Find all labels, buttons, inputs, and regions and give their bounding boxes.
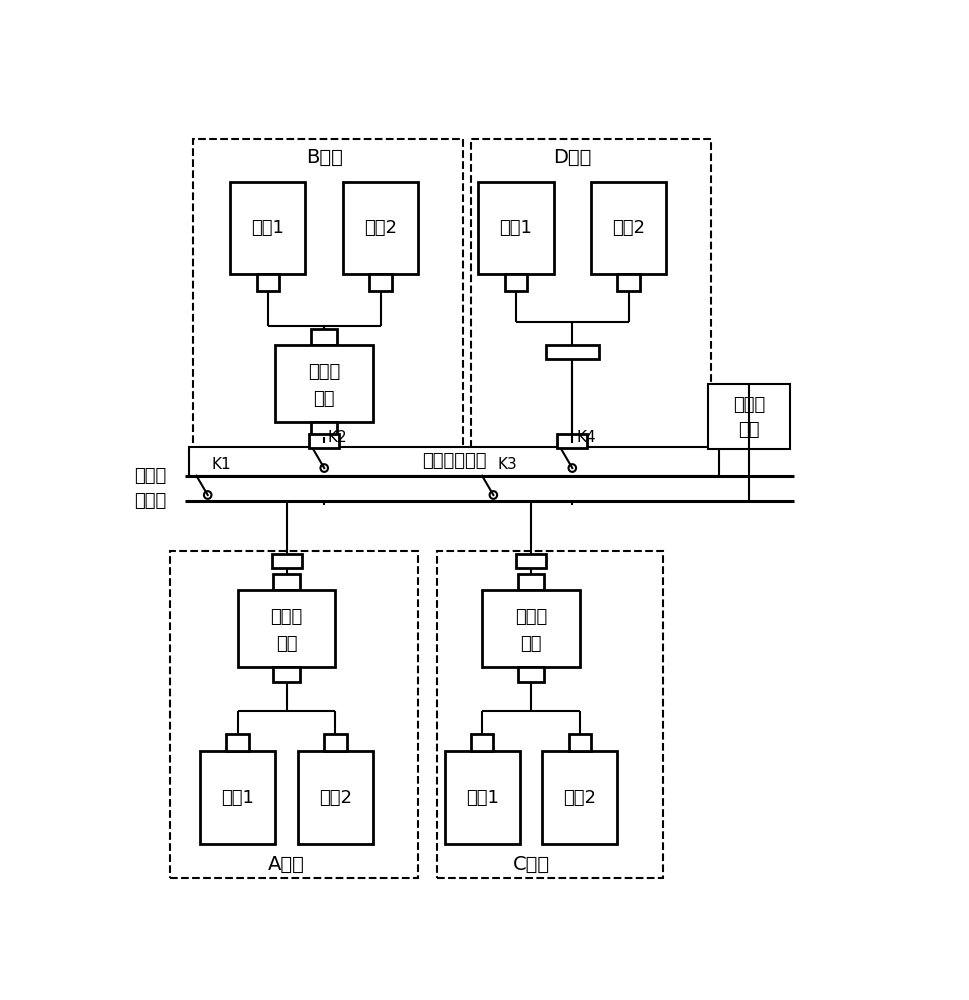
Bar (273, 667, 299, 682)
Text: 电池2: 电池2 (611, 219, 644, 237)
Text: 设备: 设备 (519, 635, 541, 653)
Bar (504, 274, 527, 291)
Bar (478, 182, 553, 274)
Text: 充放电: 充放电 (270, 608, 302, 626)
Bar (256, 274, 279, 291)
Bar (556, 434, 586, 448)
Bar (297, 751, 373, 844)
Bar (482, 590, 579, 667)
Bar (273, 574, 299, 590)
Text: 母线负: 母线负 (134, 492, 166, 510)
Bar (170, 551, 418, 878)
Text: 电池2: 电池2 (563, 789, 596, 807)
Text: 电池2: 电池2 (363, 219, 396, 237)
Bar (546, 345, 598, 359)
Bar (271, 554, 301, 568)
Bar (517, 667, 544, 682)
Text: 电池2: 电池2 (319, 789, 352, 807)
Bar (189, 447, 718, 476)
Text: A机组: A机组 (267, 855, 305, 874)
Text: K1: K1 (211, 457, 231, 472)
Text: 充放电: 充放电 (308, 363, 340, 381)
Bar (517, 574, 544, 590)
Bar (616, 274, 640, 291)
Bar (444, 751, 519, 844)
Bar (343, 182, 418, 274)
Bar (706, 384, 790, 449)
Text: 负载端: 负载端 (733, 396, 765, 414)
Bar (311, 329, 337, 345)
Bar (193, 139, 463, 451)
Bar (230, 182, 305, 274)
Bar (470, 139, 710, 451)
Text: 电池1: 电池1 (465, 789, 498, 807)
Bar (542, 751, 616, 844)
Bar (590, 182, 666, 274)
Bar (226, 734, 249, 751)
Bar (309, 434, 339, 448)
Text: 设备: 设备 (313, 390, 334, 408)
Bar (275, 345, 373, 422)
Text: B机组: B机组 (305, 147, 342, 166)
Bar (324, 734, 346, 751)
Bar (311, 422, 337, 437)
Bar (237, 590, 335, 667)
Text: C机组: C机组 (512, 855, 549, 874)
Text: 电池1: 电池1 (251, 219, 284, 237)
Text: 设备: 设备 (737, 421, 759, 439)
Text: 设备: 设备 (275, 635, 297, 653)
Bar (369, 274, 391, 291)
Bar (436, 551, 662, 878)
Bar (516, 554, 546, 568)
Text: 母线正: 母线正 (134, 467, 166, 485)
Text: K2: K2 (328, 430, 347, 445)
Bar (470, 734, 493, 751)
Bar (200, 751, 275, 844)
Text: 电池1: 电池1 (221, 789, 254, 807)
Text: D机组: D机组 (552, 147, 591, 166)
Text: 电池1: 电池1 (499, 219, 532, 237)
Text: K4: K4 (576, 430, 595, 445)
Text: 充放电: 充放电 (515, 608, 547, 626)
Text: 机组切换单元: 机组切换单元 (422, 452, 485, 470)
Bar (568, 734, 590, 751)
Text: K3: K3 (496, 457, 516, 472)
